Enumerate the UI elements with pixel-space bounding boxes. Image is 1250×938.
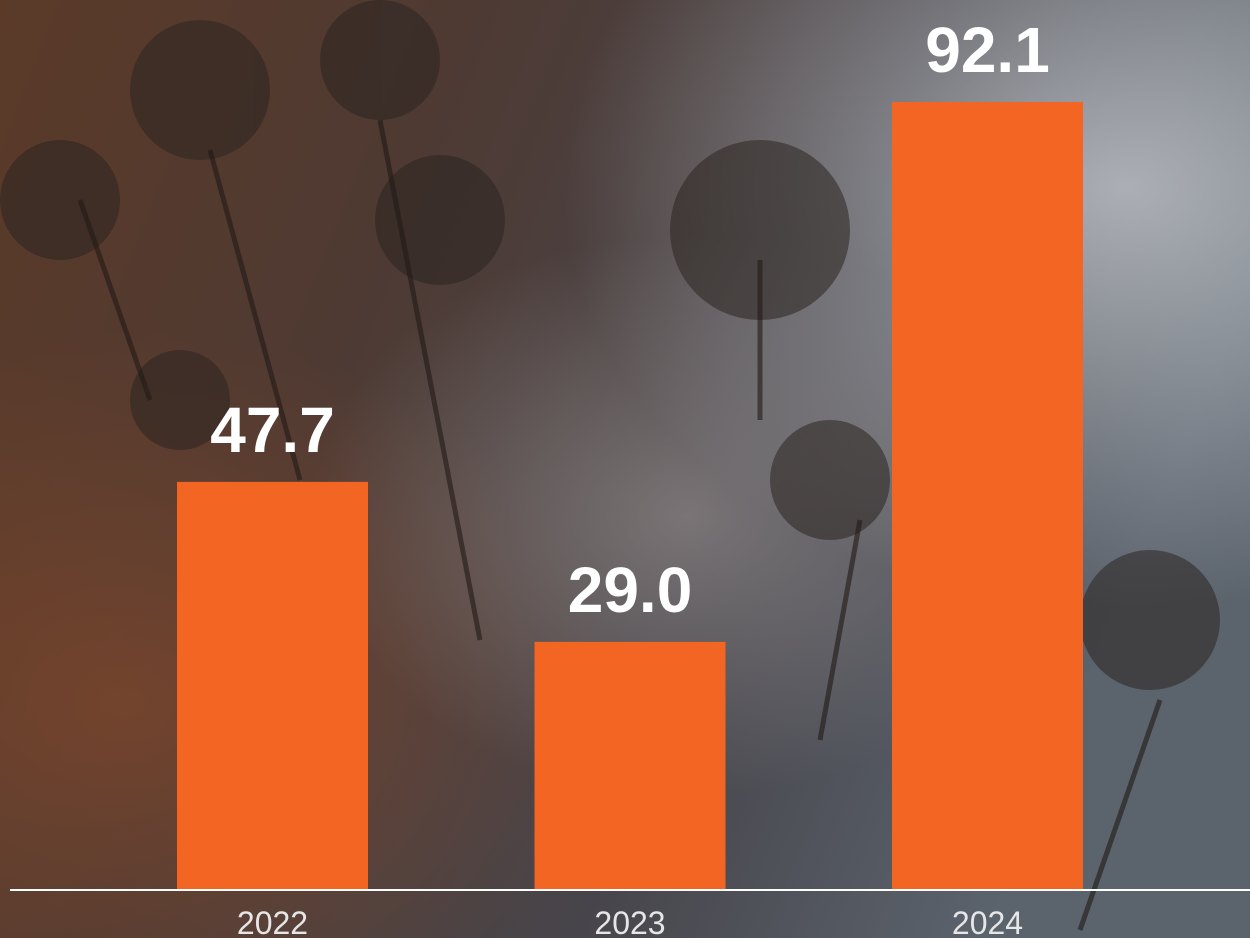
value-label: 47.7 [210,394,335,466]
value-label: 92.1 [925,14,1050,86]
plot-area: 47.7 2022 29.0 2023 92.1 2024 [177,14,1083,938]
bar [534,641,726,890]
x-tick-label: 2024 [952,905,1023,938]
x-tick-label: 2022 [237,905,308,938]
x-tick-label: 2023 [594,905,665,938]
bar [892,101,1083,890]
bar [177,481,368,890]
value-label: 29.0 [568,554,693,626]
